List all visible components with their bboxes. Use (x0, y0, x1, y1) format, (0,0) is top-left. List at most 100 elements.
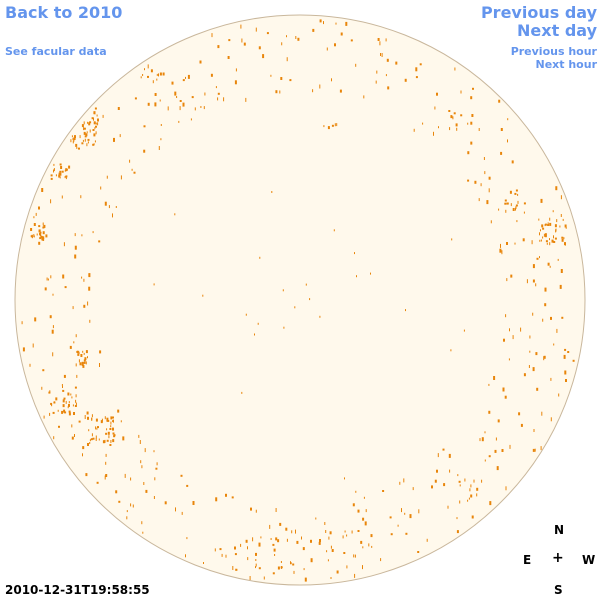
facula-speck (544, 223, 547, 226)
facula-speck (144, 68, 145, 71)
facula-speck (493, 376, 496, 380)
facula-speck (108, 435, 110, 439)
facula-speck (58, 174, 61, 178)
previous-day-link[interactable]: Previous day (480, 3, 597, 22)
facula-speck (82, 350, 84, 353)
facula-speck (235, 568, 238, 571)
facula-speck (97, 118, 99, 122)
facula-speck (83, 304, 86, 308)
facula-speck (469, 488, 471, 492)
facula-speck (145, 489, 148, 493)
next-day-link[interactable]: Next day (517, 21, 597, 40)
facula-speck (456, 530, 459, 534)
facula-speck (185, 76, 186, 79)
back-to-year-link[interactable]: Back to 2010 (5, 3, 123, 22)
facula-speck (542, 318, 544, 322)
facula-speck (282, 289, 284, 292)
facula-speck (484, 459, 486, 462)
facula-speck (484, 171, 486, 175)
facula-speck (49, 315, 52, 319)
facula-speck (481, 437, 484, 442)
facula-speck (85, 350, 88, 354)
facula-speck (363, 95, 365, 99)
facula-speck (443, 483, 446, 487)
facula-speck (509, 328, 510, 332)
facula-speck (34, 317, 37, 322)
facula-speck (95, 131, 97, 135)
facula-speck (275, 90, 278, 94)
facula-speck (532, 279, 535, 283)
facula-speck (55, 174, 57, 177)
facula-speck (539, 256, 540, 259)
facula-speck (62, 386, 63, 388)
facula-speck (526, 279, 528, 284)
facula-speck (371, 545, 373, 548)
facula-speck (82, 446, 85, 450)
facula-speck (459, 484, 461, 487)
facula-speck (515, 207, 516, 211)
facula-speck (375, 80, 377, 84)
facula-speck (362, 546, 364, 549)
facula-speck (325, 530, 327, 533)
next-hour-link[interactable]: Next hour (535, 58, 598, 71)
facula-speck (99, 350, 102, 354)
facula-speck (330, 545, 332, 549)
facula-speck (75, 402, 77, 406)
facula-speck (345, 21, 348, 26)
see-facular-data-link[interactable]: See facular data (5, 45, 107, 58)
facula-speck (245, 539, 248, 543)
facula-speck (59, 163, 62, 166)
facula-speck (255, 563, 257, 567)
facula-speck (81, 124, 84, 128)
facula-speck (283, 326, 285, 329)
facula-speck (540, 198, 543, 203)
facula-speck (143, 149, 146, 153)
facula-speck (543, 355, 546, 359)
facula-speck (62, 404, 65, 408)
facula-speck (110, 425, 112, 428)
facula-speck (204, 92, 206, 96)
facula-speck (413, 128, 415, 132)
facula-speck (30, 228, 33, 231)
facula-speck (549, 217, 551, 221)
facula-speck (100, 420, 103, 424)
facula-speck (476, 493, 478, 497)
facula-speck (78, 147, 80, 150)
facula-speck (315, 517, 317, 520)
facula-speck (385, 38, 387, 42)
facula-speck (328, 536, 330, 540)
facula-speck (67, 392, 70, 396)
facula-speck (126, 510, 128, 513)
facula-speck (141, 465, 143, 469)
facula-speck (105, 432, 108, 435)
facula-speck (91, 417, 93, 421)
facula-speck (467, 499, 469, 502)
facula-speck (305, 283, 307, 286)
facula-speck (154, 102, 157, 107)
previous-hour-link[interactable]: Previous hour (510, 45, 597, 58)
facula-speck (155, 467, 158, 470)
facula-speck (499, 248, 502, 253)
facula-speck (510, 274, 513, 278)
facula-speck (75, 143, 78, 147)
facula-speck (556, 328, 558, 333)
facula-speck (523, 211, 525, 214)
facula-speck (520, 423, 523, 427)
facula-speck (138, 434, 140, 438)
facula-speck (174, 213, 176, 216)
facula-speck (257, 322, 259, 325)
facula-speck (456, 517, 458, 520)
facula-speck (83, 278, 85, 282)
facula-speck (381, 53, 383, 57)
facula-speck (273, 548, 276, 552)
facula-speck (65, 177, 67, 180)
facula-speck (488, 383, 490, 386)
facula-speck (65, 175, 68, 178)
facula-speck (535, 283, 537, 287)
facula-speck (504, 199, 507, 202)
facula-speck (21, 321, 23, 325)
facula-speck (74, 135, 76, 139)
facula-speck (50, 199, 52, 204)
facula-speck (69, 345, 72, 349)
facula-speck (108, 205, 110, 209)
